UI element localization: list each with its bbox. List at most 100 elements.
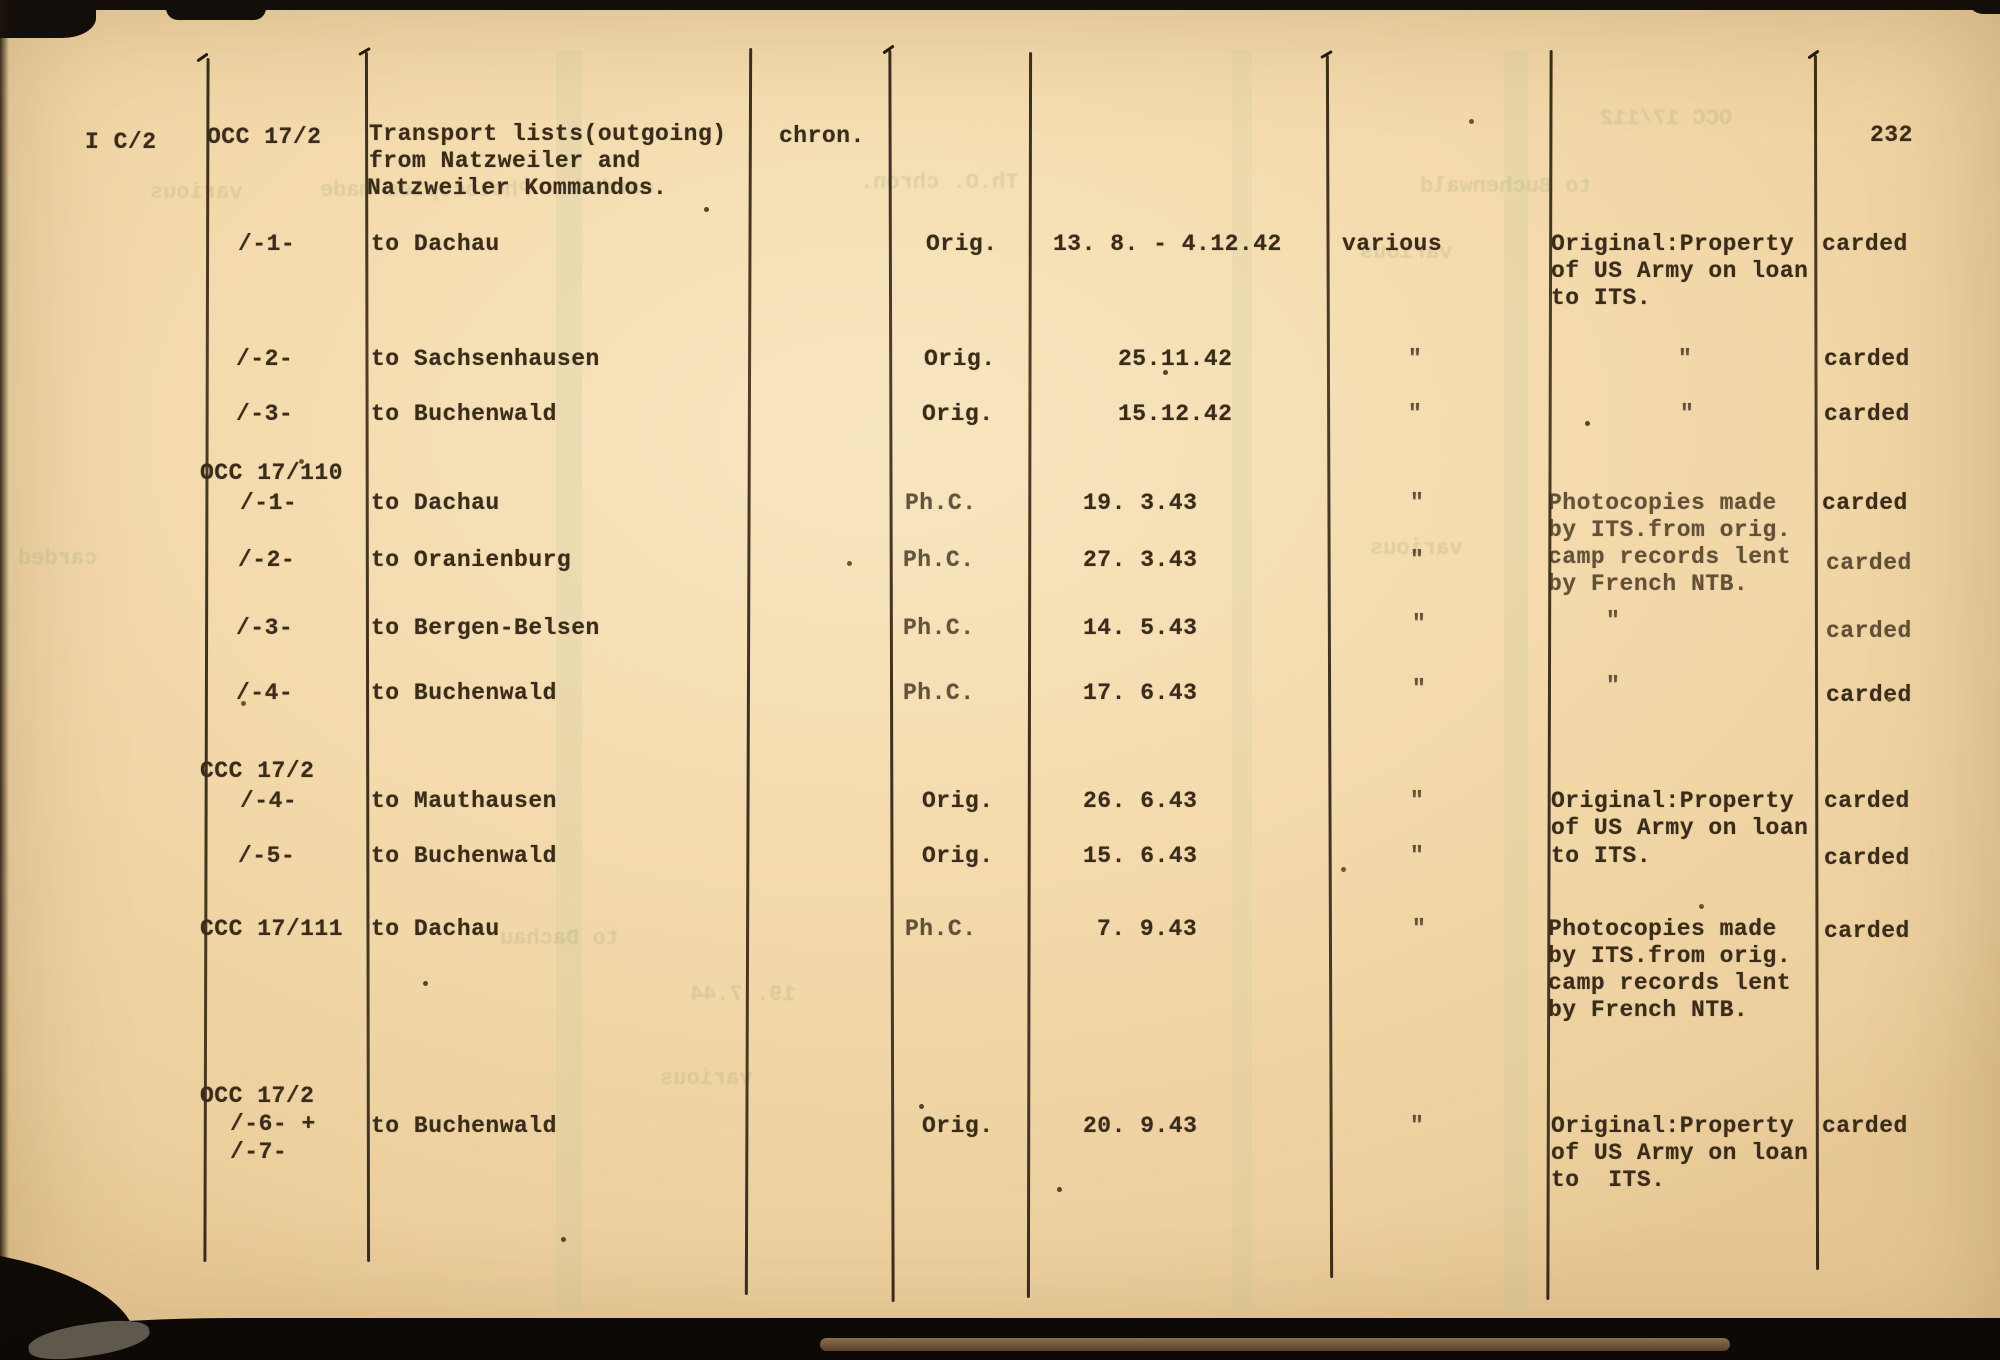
page-edge-shadow	[166, 0, 266, 20]
document-type: Orig.	[924, 346, 996, 372]
group-code: OCC 17/2	[207, 124, 322, 150]
description-line: Transport lists(outgoing)	[369, 121, 727, 147]
status: carded	[1826, 682, 1912, 708]
description-line: from Natzweiler and	[369, 148, 641, 174]
item-number: /-6- +	[230, 1111, 316, 1137]
remark-line: Original:Property	[1551, 231, 1795, 257]
item-number: /-3-	[236, 615, 294, 641]
status: carded	[1822, 231, 1908, 257]
item-number: /-1-	[240, 490, 298, 516]
remark-line: Original:Property	[1551, 1113, 1795, 1139]
coverage: various	[1342, 231, 1443, 257]
column-rule	[744, 47, 753, 1296]
remark-line: Photocopies made	[1548, 916, 1777, 942]
book-edge	[820, 1338, 1730, 1351]
column-rule	[364, 51, 371, 1263]
document-type: Ph.C.	[903, 680, 975, 706]
destination: to Mauthausen	[371, 788, 557, 814]
item-number: /-5-	[238, 843, 296, 869]
bleed-through-text: 19. 7.44	[690, 982, 796, 1007]
coverage-ditto: "	[1410, 547, 1425, 573]
arrangement-note: chron.	[779, 123, 865, 149]
coverage-ditto: "	[1408, 401, 1423, 427]
document-type: Orig.	[922, 401, 994, 427]
remark-line: to ITS.	[1551, 1167, 1666, 1193]
date-range: 17. 6.43	[1083, 680, 1198, 706]
document-type: Ph.C.	[905, 916, 977, 942]
date-range: 27. 3.43	[1083, 547, 1198, 573]
bleed-through-text: Th.O. chron.	[860, 170, 1019, 195]
status: carded	[1822, 490, 1908, 516]
column-rule	[1026, 51, 1033, 1299]
date-range: 14. 5.43	[1083, 615, 1198, 641]
remark-line: to ITS.	[1551, 285, 1652, 311]
remark-line: camp records lent	[1548, 970, 1792, 996]
paper-fold-line	[1504, 50, 1528, 1310]
status: carded	[1824, 918, 1910, 944]
item-number: /-1-	[238, 231, 296, 257]
coverage-ditto: "	[1410, 788, 1425, 814]
page-edge-left	[0, 0, 9, 1360]
destination: to Dachau	[371, 490, 500, 516]
remark-line: to ITS.	[1551, 843, 1652, 869]
item-number: /-2-	[236, 346, 294, 372]
group-code: CCC 17/111	[200, 916, 344, 942]
remark-line: Photocopies made	[1548, 490, 1777, 516]
document-type: Ph.C.	[903, 547, 975, 573]
item-number: /-3-	[236, 401, 294, 427]
date-range: 7. 9.43	[1097, 916, 1198, 942]
document-type: Ph.C.	[905, 490, 977, 516]
section-code: I C/2	[85, 129, 157, 155]
column-rule	[203, 57, 210, 1263]
coverage-ditto: "	[1412, 611, 1427, 637]
coverage-ditto: "	[1412, 916, 1427, 942]
remark-line: by French NTB.	[1548, 571, 1749, 597]
page-corner-shadow	[0, 0, 96, 38]
destination: to Buchenwald	[371, 843, 557, 869]
remark-line: camp records lent	[1548, 544, 1792, 570]
date-range: 19. 3.43	[1083, 490, 1198, 516]
document-type: Ph.C.	[903, 615, 975, 641]
destination: to Buchenwald	[371, 1113, 557, 1139]
column-rule	[1325, 54, 1334, 1279]
bleed-through-text: to Buchenwald	[1420, 174, 1592, 199]
status: carded	[1826, 618, 1912, 644]
bleed-through-text: to Dachau	[500, 926, 619, 951]
coverage-ditto: "	[1410, 1113, 1425, 1139]
status: carded	[1822, 1113, 1908, 1139]
remark-line: by ITS.from orig.	[1548, 517, 1792, 543]
date-range: 25.11.42	[1118, 346, 1233, 372]
remark-ditto: "	[1680, 401, 1695, 427]
bleed-through-text: carded	[18, 546, 98, 571]
item-number: /-4-	[236, 680, 294, 706]
item-number: /-4-	[240, 788, 298, 814]
remark-line: by ITS.from orig.	[1548, 943, 1792, 969]
status: carded	[1824, 788, 1910, 814]
status: carded	[1824, 346, 1910, 372]
document-type: Orig.	[922, 843, 994, 869]
document-type: Orig.	[922, 1113, 994, 1139]
date-range: 15. 6.43	[1083, 843, 1198, 869]
remark-line: of US Army on loan	[1551, 1140, 1809, 1166]
group-code: OCC 17/2	[200, 1083, 315, 1109]
date-range: 15.12.42	[1118, 401, 1233, 427]
bleed-through-text: various	[660, 1066, 753, 1091]
destination: to Buchenwald	[371, 401, 557, 427]
remark-ditto: "	[1606, 608, 1621, 634]
destination: to Dachau	[371, 231, 500, 257]
date-range: 26. 6.43	[1083, 788, 1198, 814]
remark-line: of US Army on loan	[1551, 258, 1809, 284]
status: carded	[1824, 401, 1910, 427]
destination: to Dachau	[371, 916, 500, 942]
destination: to Bergen-Belsen	[371, 615, 600, 641]
destination: to Oranienburg	[371, 547, 572, 573]
paper-fold-line	[556, 50, 582, 1310]
column-rule	[888, 49, 895, 1303]
bleed-through-text: OCC 17/112	[1600, 106, 1733, 131]
status: carded	[1824, 845, 1910, 871]
remark-ditto: "	[1678, 346, 1693, 372]
group-code: CCC 17/2	[200, 758, 315, 784]
coverage-ditto: "	[1412, 676, 1427, 702]
remark-ditto: "	[1606, 673, 1621, 699]
destination: to Buchenwald	[371, 680, 557, 706]
